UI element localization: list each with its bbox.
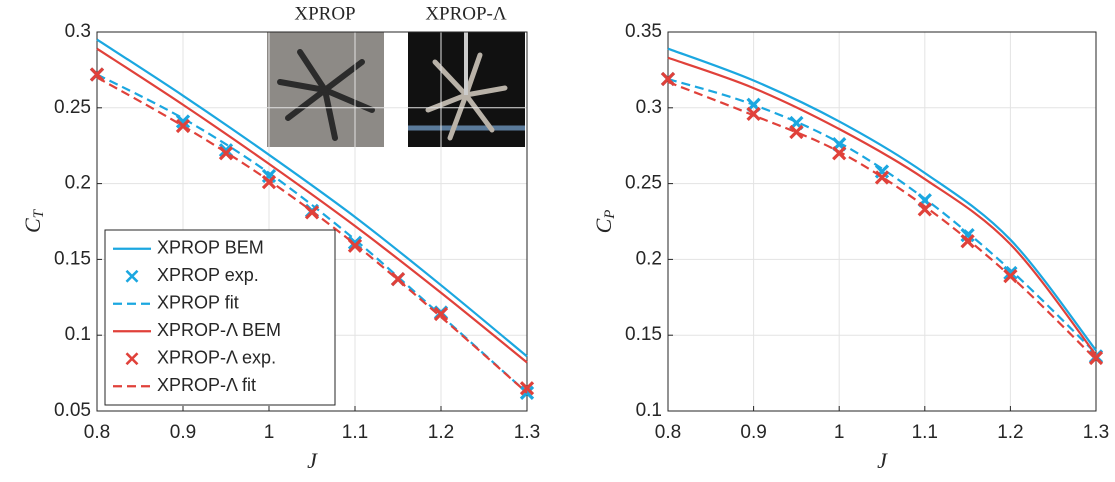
legend-label: XPROP fit	[157, 293, 239, 313]
y-axis-label: CT	[20, 208, 47, 233]
x-axis-label: J	[877, 448, 888, 473]
x-tick-label: 0.8	[84, 422, 110, 443]
x-tick-label: 0.9	[740, 422, 766, 443]
y-tick-label: 0.1	[65, 324, 91, 345]
y-axis-label-main: C	[591, 218, 616, 233]
y-tick-label: 0.2	[636, 248, 662, 269]
axes-box	[667, 31, 1097, 412]
x-tick-label: 1.1	[912, 422, 938, 443]
x-tick-label: 1	[834, 422, 845, 443]
series-line	[667, 56, 1097, 356]
y-tick-label: 0.25	[625, 173, 662, 194]
marker	[746, 106, 761, 121]
legend-label: XPROP-Λ exp.	[157, 348, 276, 368]
marker	[1088, 350, 1104, 366]
marker	[433, 306, 449, 322]
marker	[789, 124, 804, 140]
marker	[89, 67, 105, 82]
x-axis-label: J	[307, 448, 318, 473]
xprop-blades	[277, 49, 375, 141]
legend-label: XPROP-Λ fit	[157, 375, 256, 395]
y-tick-label: 0.35	[625, 21, 662, 42]
y-tick-label: 0.3	[636, 97, 662, 118]
axes-box	[96, 31, 528, 412]
y-tick-label: 0.1	[636, 400, 662, 421]
y-axis-label: CP	[591, 210, 618, 234]
series-line	[96, 47, 528, 364]
x-tick-label: 1.3	[1083, 422, 1109, 443]
y-tick-label: 0.25	[54, 97, 91, 118]
legend-label: XPROP exp.	[157, 265, 259, 285]
marker	[519, 381, 535, 396]
series-line	[667, 47, 1097, 352]
xprop-lambda-blades	[425, 52, 508, 141]
series-line	[667, 81, 1097, 361]
photo-title: XPROP	[294, 3, 355, 24]
y-axis-label-sub: T	[31, 208, 47, 218]
legend-symbol	[125, 269, 139, 283]
series-line	[96, 38, 528, 358]
y-tick-label: 0.2	[65, 173, 91, 194]
series-line	[96, 76, 528, 394]
x-tick-label: 0.9	[170, 422, 196, 443]
marker	[347, 238, 363, 253]
x-tick-label: 1.1	[342, 422, 368, 443]
y-tick-label: 0.3	[65, 21, 91, 42]
marker	[261, 174, 277, 190]
marker	[1003, 265, 1018, 281]
legend-symbol	[125, 352, 139, 366]
marker	[218, 143, 234, 158]
x-tick-label: 1	[264, 422, 275, 443]
y-tick-label: 0.05	[54, 400, 91, 421]
series-line	[667, 77, 1097, 355]
y-axis-label-main: C	[20, 218, 45, 233]
legend-box	[104, 229, 336, 406]
x-tick-label: 0.8	[655, 422, 681, 443]
y-tick-label: 0.15	[54, 248, 91, 269]
y-tick-label: 0.15	[625, 324, 662, 345]
marker	[832, 146, 847, 161]
legend-label: XPROP-Λ BEM	[157, 320, 281, 340]
x-tick-label: 1.3	[514, 422, 540, 443]
marker	[917, 202, 932, 217]
y-axis-label-sub: P	[602, 210, 618, 220]
legend-label: XPROP BEM	[157, 238, 264, 258]
x-tick-label: 1.2	[997, 422, 1023, 443]
x-tick-label: 1.2	[428, 422, 454, 443]
marker	[175, 114, 191, 129]
photo-title: XPROP-Λ	[425, 3, 507, 24]
